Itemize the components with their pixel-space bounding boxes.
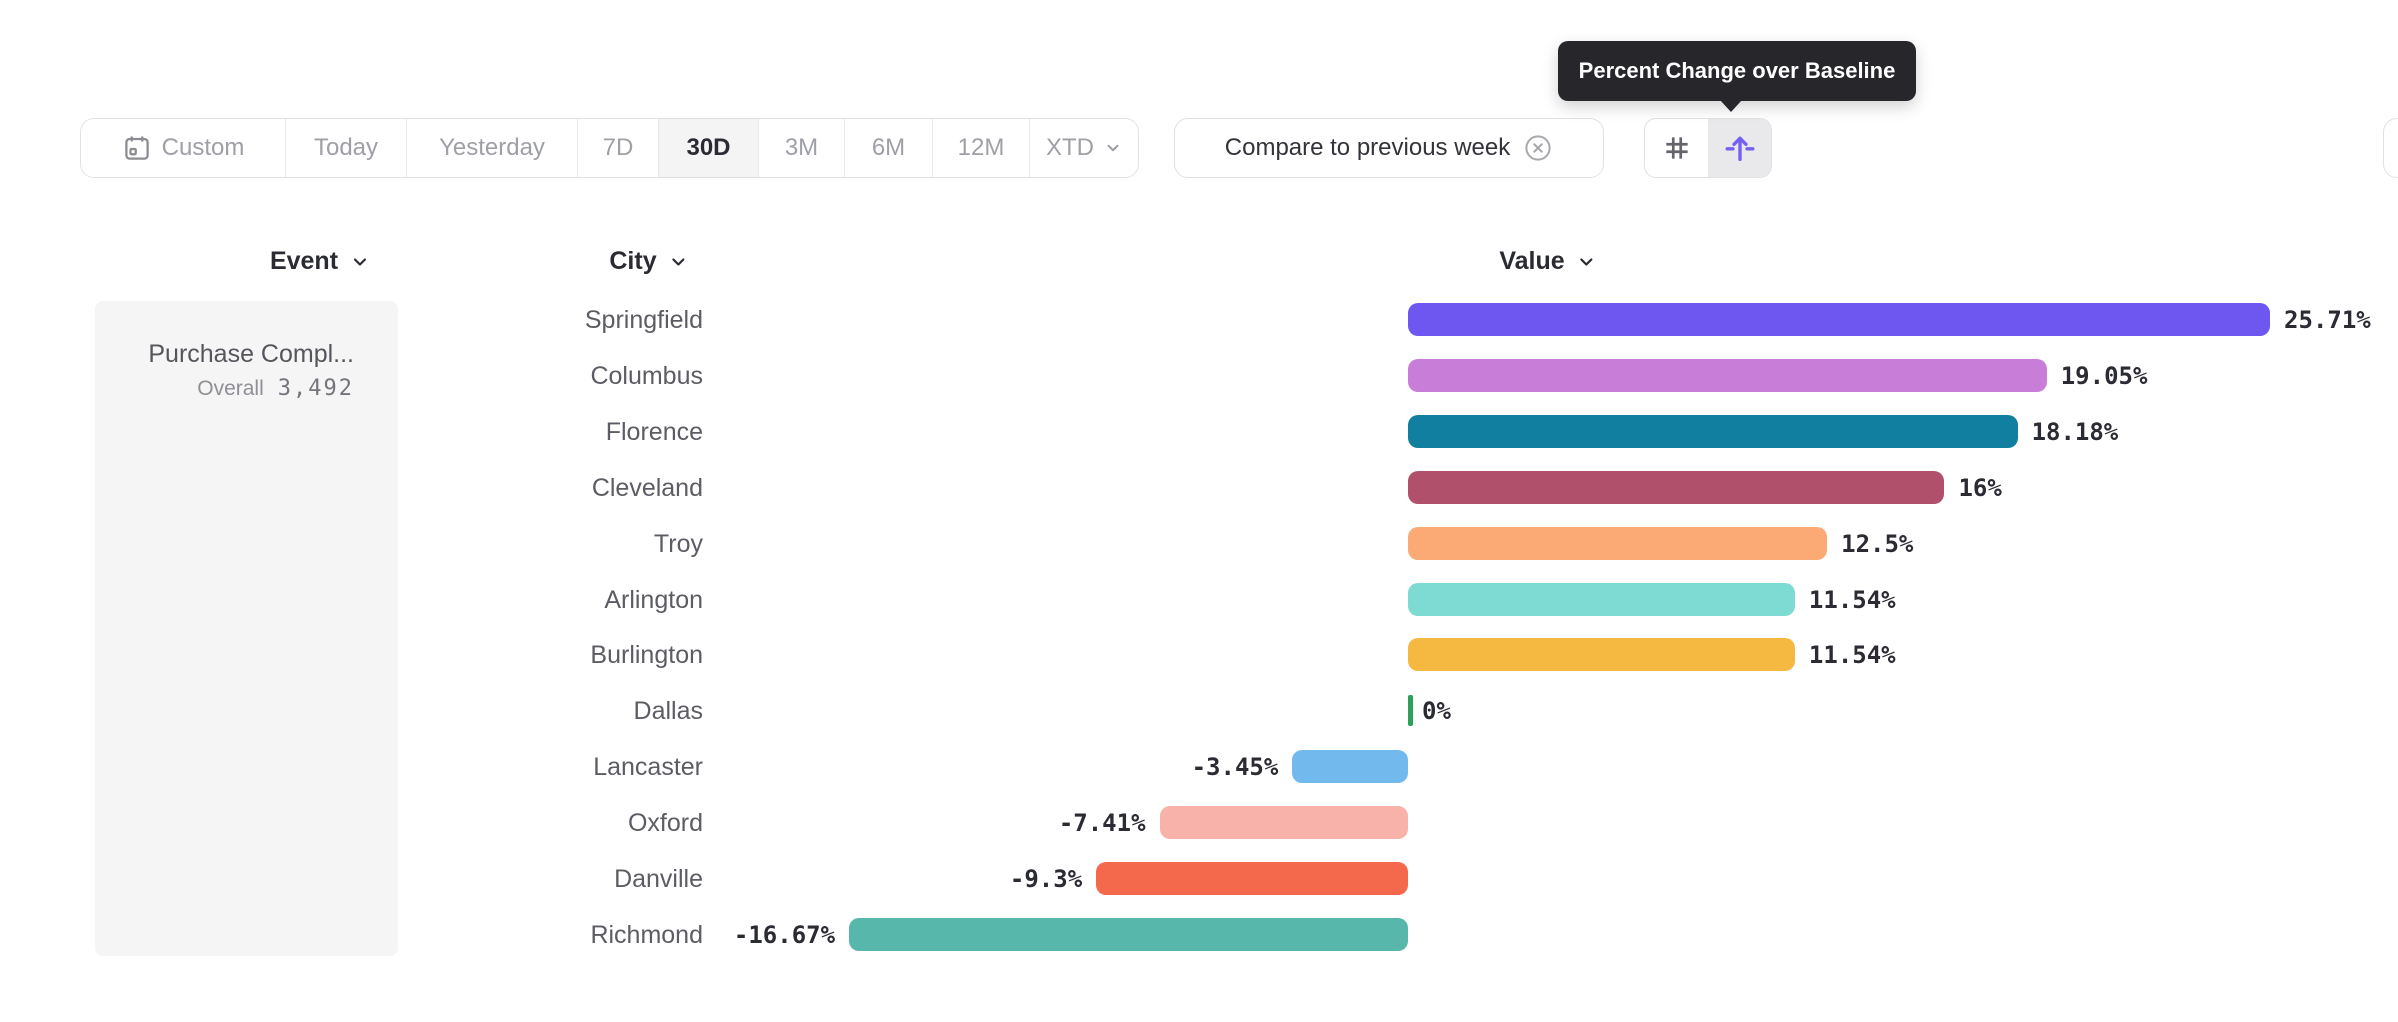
event-panel: Purchase Compl... Overall 3,492 — [95, 301, 398, 956]
bar-value-label: -7.41% — [1058, 809, 1146, 838]
city-label: Columbus — [590, 361, 703, 390]
date-range-label: Yesterday — [439, 134, 545, 161]
date-range-label: 6M — [871, 134, 906, 161]
bar-value-label: 19.05% — [2060, 361, 2148, 390]
bar[interactable] — [1292, 750, 1408, 784]
clipped-right-button[interactable] — [2383, 118, 2398, 178]
chart-row: Burlington 11.54% — [0, 627, 2398, 683]
bar[interactable] — [1096, 862, 1408, 895]
city-label: Danville — [614, 865, 703, 893]
date-range-label: 3M — [784, 134, 819, 161]
tooltip-text: Percent Change over Baseline — [1578, 58, 1896, 83]
bar[interactable] — [1408, 414, 2018, 448]
bar-value-label: 18.18% — [2031, 417, 2119, 446]
circle-x-icon[interactable] — [1523, 133, 1553, 163]
city-label: Lancaster — [593, 753, 703, 782]
zero-tick-bar[interactable] — [1408, 695, 1413, 727]
column-header-city[interactable]: City — [609, 247, 688, 276]
bar[interactable] — [1408, 638, 1795, 672]
chart-row: Columbus 19.05% — [0, 348, 2398, 404]
date-range-3m[interactable]: 3M — [759, 119, 845, 177]
date-range-today[interactable]: Today — [286, 119, 407, 177]
chart-row: Danville -9.3% — [0, 851, 2398, 907]
event-overall-value: 3,492 — [277, 376, 354, 401]
column-header-event[interactable]: Event — [270, 247, 370, 276]
chart-row: Springfield 25.71% — [0, 292, 2398, 348]
bar[interactable] — [849, 917, 1408, 951]
date-range-label: 12M — [957, 134, 1005, 161]
bar[interactable] — [1159, 806, 1408, 840]
compare-to-previous-week-button[interactable]: Compare to previous week — [1174, 118, 1604, 178]
bar-value-label: -9.3% — [1009, 865, 1083, 893]
city-label: Troy — [653, 529, 703, 558]
date-range-6m[interactable]: 6M — [845, 119, 933, 177]
date-range-label: 7D — [602, 134, 634, 161]
chevron-down-icon — [1577, 252, 1597, 272]
date-range-xtd[interactable]: XTD — [1030, 119, 1138, 177]
date-range-30d[interactable]: 30D — [659, 119, 759, 177]
chart-row: Troy 12.5% — [0, 516, 2398, 572]
bar[interactable] — [1408, 470, 1945, 504]
date-range-control: Custom Today Yesterday 7D 30D 3M 6M 12M … — [80, 118, 1139, 178]
bar[interactable] — [1408, 358, 2047, 392]
tooltip-percent-change: Percent Change over Baseline — [1558, 41, 1916, 112]
tooltip-caret — [1720, 100, 1742, 112]
city-label: Oxford — [627, 809, 703, 838]
city-label: Florence — [605, 417, 703, 446]
city-label: Springfield — [584, 306, 703, 334]
view-mode-numbers-button[interactable] — [1645, 119, 1708, 177]
date-range-yesterday[interactable]: Yesterday — [407, 119, 578, 177]
chevron-down-icon — [669, 252, 689, 272]
bar-value-label: 12.5% — [1841, 529, 1914, 558]
date-range-label: XTD — [1046, 134, 1094, 161]
column-header-value[interactable]: Value — [1499, 247, 1596, 276]
date-range-7d[interactable]: 7D — [578, 119, 659, 177]
bar-value-label: 11.54% — [1808, 585, 1896, 614]
compare-label: Compare to previous week — [1224, 134, 1511, 161]
date-range-custom[interactable]: Custom — [81, 119, 286, 177]
bar-value-label: 11.54% — [1808, 641, 1896, 670]
event-name: Purchase Compl... — [148, 340, 354, 368]
bar[interactable] — [1408, 303, 2271, 336]
date-range-label: Today — [313, 134, 379, 161]
arrow-up-baseline-icon — [1723, 131, 1757, 165]
chart-row: Dallas 0% — [0, 683, 2398, 739]
date-range-12m[interactable]: 12M — [933, 119, 1030, 177]
view-mode-percent-change-button[interactable] — [1708, 119, 1771, 177]
chevron-down-icon — [350, 252, 370, 272]
city-label: Richmond — [590, 920, 703, 949]
bar-value-label: 16% — [1958, 473, 2002, 502]
column-header-label: City — [609, 247, 657, 275]
city-label: Dallas — [633, 697, 703, 726]
event-overall-label: Overall — [197, 377, 264, 400]
chart-row: Richmond -16.67% — [0, 907, 2398, 963]
city-label: Burlington — [590, 641, 703, 670]
column-header-label: Event — [269, 247, 339, 275]
date-range-label: 30D — [686, 134, 731, 161]
bar-value-label: 25.71% — [2284, 306, 2371, 334]
bar-value-label: -16.67% — [733, 920, 836, 949]
chart-row: Oxford -7.41% — [0, 795, 2398, 851]
chart-row: Cleveland 16% — [0, 460, 2398, 516]
bar-value-label: 0% — [1422, 697, 1451, 726]
chart-row: Lancaster -3.45% — [0, 739, 2398, 795]
hash-grid-icon — [1661, 132, 1693, 164]
date-range-label: Custom — [161, 134, 245, 161]
chart-row: Florence 18.18% — [0, 404, 2398, 460]
view-mode-toggle — [1644, 118, 1772, 178]
bar-value-label: -3.45% — [1191, 753, 1279, 782]
chevron-down-icon — [1104, 139, 1122, 157]
bar[interactable] — [1408, 582, 1795, 616]
calendar-icon — [122, 133, 152, 163]
column-header-label: Value — [1499, 247, 1565, 275]
chart-row: Arlington 11.54% — [0, 572, 2398, 628]
bar[interactable] — [1408, 526, 1828, 560]
city-label: Arlington — [604, 585, 703, 614]
city-label: Cleveland — [591, 473, 703, 502]
event-list-item[interactable]: Purchase Compl... Overall 3,492 — [95, 301, 398, 401]
